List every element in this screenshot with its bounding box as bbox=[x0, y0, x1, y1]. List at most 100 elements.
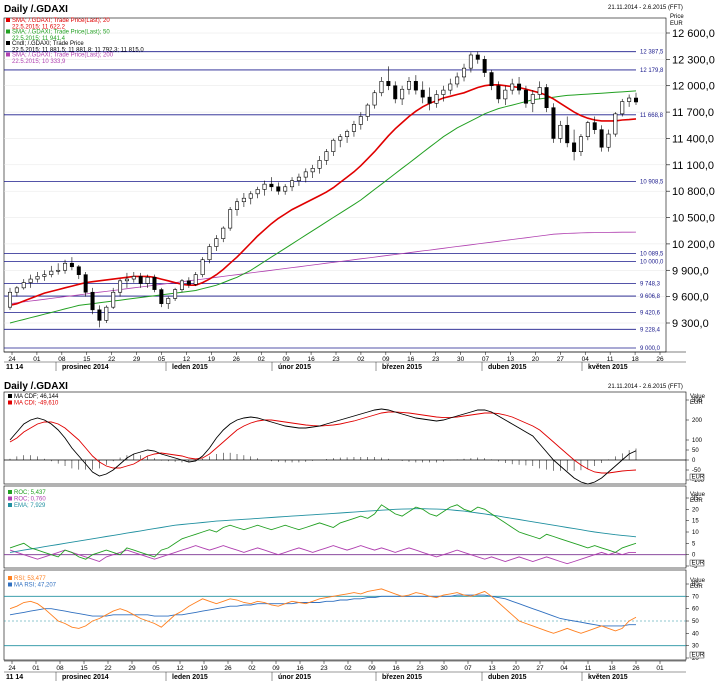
candle-body bbox=[338, 136, 343, 141]
x-date-label: 11 bbox=[585, 665, 592, 672]
y-tick-label: -5 bbox=[692, 564, 698, 570]
macd-pane-frame bbox=[3, 391, 687, 485]
candle-body bbox=[572, 142, 577, 152]
candle-body bbox=[118, 280, 123, 293]
candle-body bbox=[145, 277, 150, 284]
candle-body bbox=[489, 72, 494, 87]
candle-body bbox=[578, 136, 583, 152]
candle-body bbox=[290, 180, 295, 188]
y-tick-label: 10 bbox=[692, 530, 699, 536]
candle-body bbox=[49, 270, 54, 275]
legend-swatch bbox=[8, 400, 12, 405]
roc1-line bbox=[9, 504, 637, 560]
candle-body bbox=[241, 197, 246, 203]
x-date-label: 16 bbox=[392, 665, 400, 672]
axis-currency: EUR bbox=[690, 400, 703, 406]
x-date-label: 04 bbox=[560, 665, 568, 672]
candle-body bbox=[186, 280, 191, 285]
candle-body bbox=[420, 89, 425, 98]
y-tick-label: 20 bbox=[692, 507, 699, 513]
y-tick-label: 10 200,0 bbox=[672, 239, 715, 251]
candle-body bbox=[413, 81, 418, 91]
candle-body bbox=[21, 282, 26, 289]
level-label: 10 089,5 bbox=[640, 252, 664, 258]
x-year-label: 11 14 bbox=[6, 364, 23, 371]
x-date-label: 23 bbox=[320, 665, 328, 672]
level-label: 11 668,8 bbox=[640, 113, 664, 119]
main-series bbox=[9, 84, 637, 324]
candle-body bbox=[90, 291, 95, 311]
x-date-label: 23 bbox=[332, 356, 340, 363]
y-tick-label: 12 000,0 bbox=[672, 81, 715, 93]
candle-body bbox=[179, 280, 184, 290]
x-date-label: 02 bbox=[357, 356, 365, 363]
x-date-label: 30 bbox=[440, 665, 448, 672]
y-tick-label: 11 100,0 bbox=[672, 160, 714, 172]
y-tick-label: 10 800,0 bbox=[672, 186, 715, 198]
sma50-line bbox=[9, 90, 637, 324]
x-date-label: 09 bbox=[368, 665, 376, 672]
x-date-label: 20 bbox=[532, 356, 540, 363]
candle-body bbox=[379, 81, 384, 94]
x-date-label: 01 bbox=[656, 665, 664, 672]
candle-body bbox=[351, 124, 356, 132]
candle-body bbox=[345, 131, 350, 137]
candle-body bbox=[42, 274, 47, 277]
y-tick-label: -100 bbox=[692, 478, 705, 484]
x-month-label: únor 2015 bbox=[278, 674, 311, 681]
x-date-label: 01 bbox=[33, 356, 41, 363]
candle-body bbox=[551, 107, 556, 139]
x-month-label: duben 2015 bbox=[488, 364, 527, 371]
x-date-label: 01 bbox=[32, 665, 40, 672]
level-label: 9 606,8 bbox=[640, 294, 661, 300]
candle-body bbox=[111, 291, 116, 308]
candle-body bbox=[269, 183, 274, 188]
candle-body bbox=[558, 124, 563, 139]
price-label: Price bbox=[670, 14, 684, 20]
y-tick-label: 12 600,0 bbox=[672, 28, 715, 40]
x-month-label: březen 2015 bbox=[382, 364, 422, 371]
rsi-line bbox=[9, 588, 637, 634]
candle-body bbox=[496, 85, 501, 100]
x-date-label: 27 bbox=[557, 356, 565, 363]
x-date-label: 07 bbox=[482, 356, 490, 363]
x-date-label: 23 bbox=[432, 356, 440, 363]
legend-value: 22.5.2015; 10 333,9 bbox=[12, 59, 66, 65]
x-date-label: 29 bbox=[133, 356, 141, 363]
x-date-label: 20 bbox=[512, 665, 520, 672]
x-date-label: 18 bbox=[631, 356, 639, 363]
candle-body bbox=[173, 289, 178, 299]
legend-swatch bbox=[8, 503, 12, 507]
x-date-label: 08 bbox=[56, 665, 64, 672]
candle-body bbox=[214, 238, 219, 247]
legend-value: 22.5.2015; 11 622,2 bbox=[12, 25, 66, 31]
y-tick-label: 60 bbox=[692, 607, 699, 613]
rsi-pane-frame bbox=[3, 569, 687, 661]
candle-body bbox=[455, 76, 460, 85]
x-date-label: 07 bbox=[464, 665, 472, 672]
x-date-label: 05 bbox=[152, 665, 160, 672]
candle-body bbox=[69, 262, 74, 268]
x-date-label: 15 bbox=[80, 665, 88, 672]
candle-body bbox=[434, 94, 439, 104]
main-legend: SMA; /.GDAXI; Trade Price(Last); 2022.5.… bbox=[6, 18, 144, 65]
x-date-label: 02 bbox=[258, 356, 266, 363]
x-month-label: květen 2015 bbox=[588, 364, 628, 371]
currency-badge bbox=[689, 651, 705, 659]
candle-body bbox=[76, 266, 81, 275]
candle-body bbox=[221, 227, 226, 239]
candle-body bbox=[8, 291, 13, 308]
y-tick-label: 30 bbox=[692, 644, 699, 650]
candle-body bbox=[585, 122, 590, 137]
candle-body bbox=[131, 276, 136, 280]
currency-badge bbox=[689, 559, 705, 567]
y-tick-label: 12 300,0 bbox=[672, 54, 715, 66]
candle-body bbox=[544, 87, 549, 108]
level-label: 9 000,0 bbox=[640, 346, 661, 352]
candle-body bbox=[613, 113, 618, 135]
axis-title: Value bbox=[690, 492, 706, 498]
pane2-title: Daily /.GDAXI bbox=[4, 381, 68, 392]
candle-body bbox=[193, 274, 198, 285]
candle-body bbox=[63, 262, 68, 271]
y-tick-label: 100 bbox=[692, 438, 703, 444]
